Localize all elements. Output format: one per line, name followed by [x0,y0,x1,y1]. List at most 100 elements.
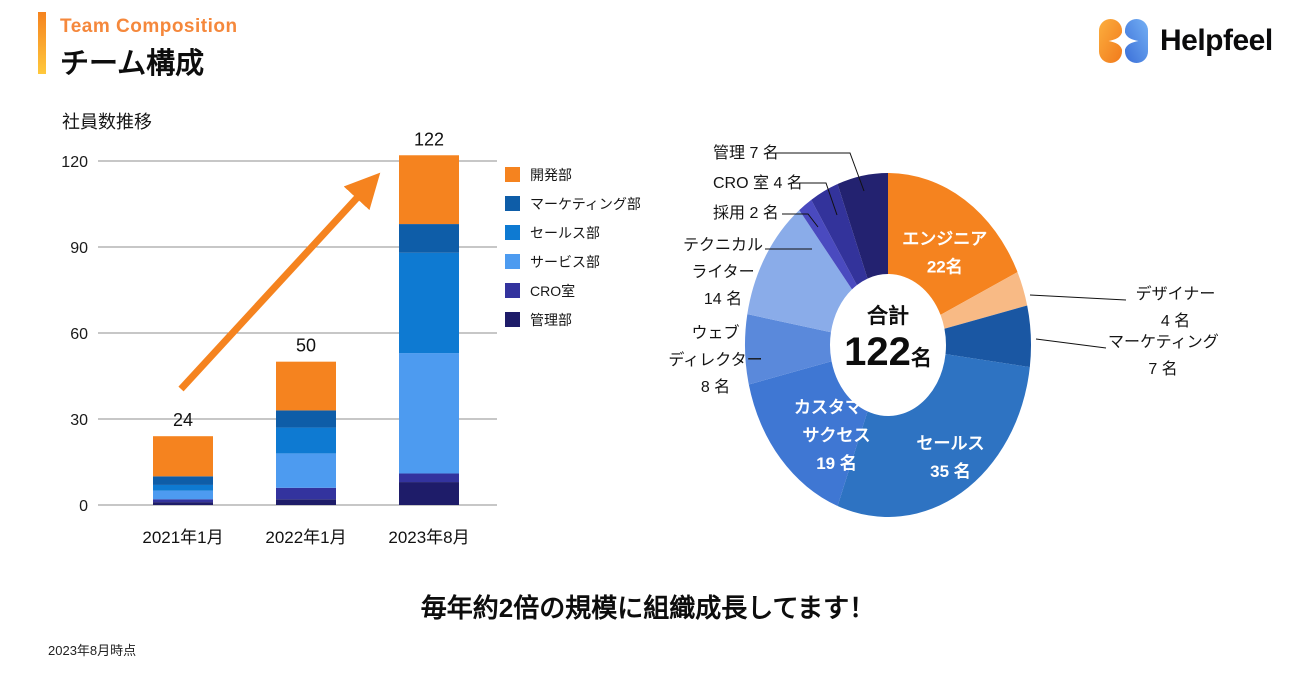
x-category-label: 2021年1月 [142,528,223,547]
bar-segment [153,476,213,485]
bar-segment [153,502,213,505]
bar-segment [399,473,459,483]
bar-segment [276,427,336,454]
donut-center-unit: 名 [910,347,932,370]
leader-line [1035,338,1107,349]
pie-slice [799,199,857,290]
bar-segment [153,499,213,503]
pie-slice [888,173,1018,315]
as-of-footnote: 2023年8月時点 [48,643,137,658]
legend-label: CRO室 [530,282,576,299]
pie-inside-label: エンジニア [902,230,987,249]
pie-slice [747,210,853,333]
pie-slice [837,354,1030,517]
y-tick-label: 0 [79,498,88,515]
bar-segment [276,410,336,428]
growth-arrow-icon [178,172,381,392]
callout-line: マーケティング [1108,334,1219,351]
bar-segment [276,499,336,505]
accent-bar [38,12,46,74]
callout-line: ディレクター [668,352,763,369]
callout-line: 採用 2 名 [713,205,779,222]
bar-segment [153,436,213,477]
callout-line: 7 名 [1148,361,1178,378]
donut-callout-label: CRO 室 4 名 [713,170,823,197]
pie-slice [944,305,1031,368]
legend-item: 管理部 [505,305,641,334]
donut-center-title: 合計 [867,305,909,328]
y-tick-label: 120 [61,154,88,171]
legend-swatch [505,225,520,240]
leader-line [770,152,865,192]
bar-chart: 120 90 60 30 0 24 2021年1月 50 2022年1月 122 2023年8月 [40,100,660,570]
callout-line: ウェブ [691,325,740,342]
donut-center-value: 122 [844,330,911,374]
callout-line: ライター [691,264,755,281]
donut-callout-label: 採用 2 名 [713,200,823,227]
legend-swatch [505,196,520,211]
bar-segment [399,482,459,505]
donut-callout-label: テクニカルライター 14 名 [680,232,766,313]
donut-center-label: 合計 122名 [818,300,958,374]
y-tick-label: 60 [70,326,88,343]
legend-label: セールス部 [530,224,600,241]
legend-label: 開発部 [530,166,572,183]
pie-slice [748,361,868,506]
pie-inside-label: カスタマー [794,398,879,417]
pie-inside-label: セールス [916,434,984,453]
growth-caption: 毎年約2倍の規模に組織成長してます！ [420,593,876,623]
callout-line: 14 名 [703,291,743,308]
bar-segment [399,155,459,225]
bar-segment [153,490,213,500]
x-category-label: 2022年1月 [265,528,346,547]
legend-swatch [505,167,520,182]
callout-line: テクニカル [682,237,763,254]
donut-callout-label: デザイナー 4 名 [1128,281,1223,335]
callout-line: 管理 7 名 [713,145,779,162]
callout-line: CRO 室 4 名 [713,175,803,192]
legend-item: セールス部 [505,218,641,247]
helpfeel-logo-icon [1099,19,1148,63]
y-tick-label: 30 [70,412,88,429]
eyebrow-label: Team Composition [60,16,238,37]
pie-slice [940,272,1028,329]
bar-segment [399,353,459,474]
pie-inside-label: 35 名 [930,461,971,481]
bar-chart-title: 社員数推移 [62,112,152,132]
legend-label: サービス部 [530,253,600,270]
bar-segment [399,252,459,354]
bar-segment [399,224,459,253]
bar-chart-legend: 開発部マーケティング部 セールス部サービス部 CRO室管理部 [505,160,641,334]
donut-chart: エンジニア 22名 セールス 35 名 カスタマー サクセス 19 名 デザイナー 4 名マー… [660,130,1296,560]
legend-swatch [505,254,520,269]
bar-total-label: 24 [173,410,193,430]
bar-chart-svg: 120 90 60 30 0 24 2021年1月 50 2022年1月 122 2023年8月 [61,129,497,547]
legend-item: CRO室 [505,276,641,305]
legend-label: 管理部 [530,311,572,328]
legend-item: 開発部 [505,160,641,189]
y-tick-label: 90 [70,240,88,257]
pie-slice [745,314,832,385]
donut-callout-label: ウェブディレクター 8 名 [668,320,763,401]
pie-inside-label: サクセス [803,426,871,445]
callout-line: 8 名 [700,379,731,396]
legend-item: マーケティング部 [505,189,641,218]
bar-segment [276,361,336,411]
bar-segment [153,484,213,491]
bar-total-label: 122 [414,129,444,149]
legend-swatch [505,312,520,327]
leader-line [782,213,819,228]
pie-slice [837,173,888,279]
callout-line: デザイナー [1135,286,1216,303]
donut-callout-label: マーケティング 7 名 [1108,329,1219,383]
legend-label: マーケティング部 [530,195,641,212]
helpfeel-logo: Helpfeel [1098,16,1273,66]
donut-callout-label: 管理 7 名 [713,140,823,167]
legend-swatch [505,283,520,298]
x-category-label: 2023年8月 [388,528,469,547]
pie-inside-label: 22名 [927,257,963,277]
bar-segment [276,453,336,488]
bar-total-label: 50 [296,336,316,356]
